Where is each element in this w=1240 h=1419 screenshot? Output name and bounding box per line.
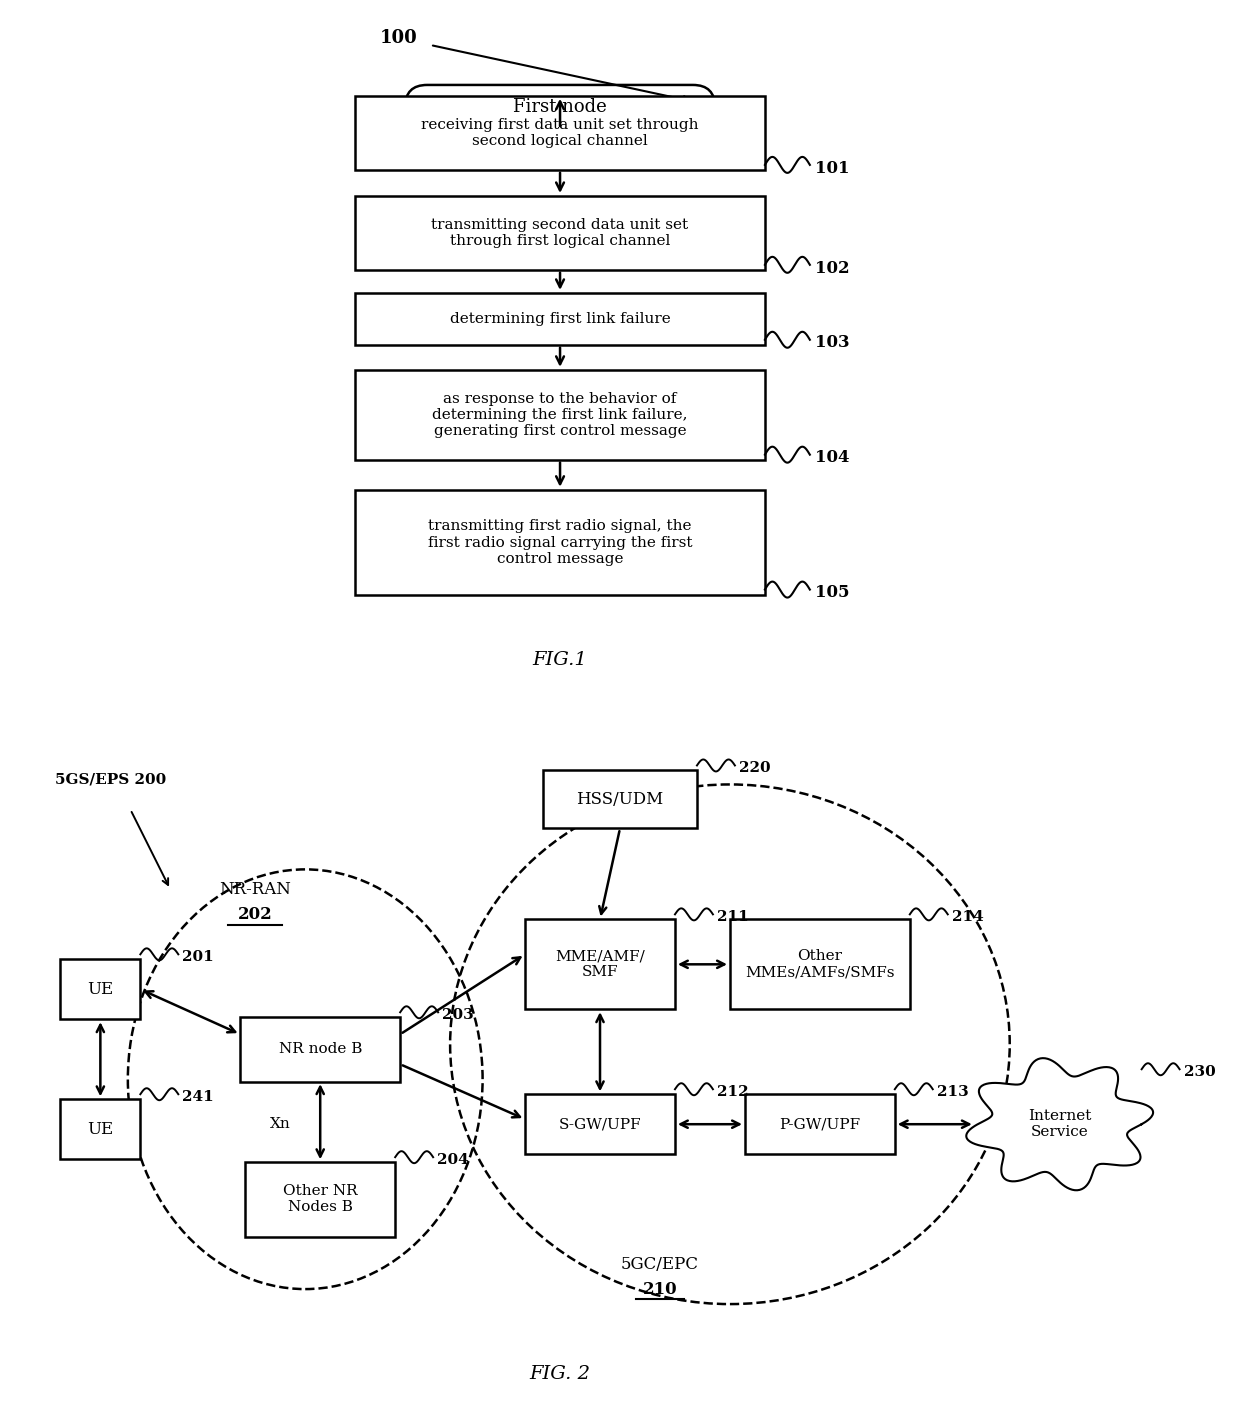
Text: MME/AMF/
SMF: MME/AMF/ SMF (556, 949, 645, 979)
Text: 241: 241 (182, 1090, 215, 1104)
Bar (745, 1094, 895, 1154)
Text: P-GW/UPF: P-GW/UPF (779, 1117, 861, 1131)
Text: 202: 202 (238, 905, 273, 922)
Text: 210: 210 (642, 1280, 677, 1297)
Bar (355, 196, 765, 270)
FancyBboxPatch shape (405, 85, 715, 129)
Bar (525, 920, 675, 1009)
Text: receiving first data unit set through
second logical channel: receiving first data unit set through se… (422, 118, 699, 148)
Bar (355, 490, 765, 595)
Text: 213: 213 (936, 1086, 968, 1100)
Text: NR-RAN: NR-RAN (219, 881, 291, 898)
Bar (355, 370, 765, 460)
Text: as response to the behavior of
determining the first link failure,
generating fi: as response to the behavior of determini… (433, 392, 688, 438)
Text: determining first link failure: determining first link failure (450, 312, 671, 326)
Text: First node: First node (513, 98, 606, 116)
Text: 5GS/EPS 200: 5GS/EPS 200 (56, 772, 166, 786)
Text: 105: 105 (815, 585, 849, 602)
Bar (241, 1017, 401, 1081)
Text: transmitting first radio signal, the
first radio signal carrying the first
contr: transmitting first radio signal, the fir… (428, 519, 692, 566)
Text: 5GC/EPC: 5GC/EPC (621, 1256, 699, 1273)
Text: 212: 212 (717, 1086, 749, 1100)
Bar (246, 1162, 396, 1236)
Bar (355, 96, 765, 170)
Text: HSS/UDM: HSS/UDM (577, 790, 663, 807)
Text: FIG.1: FIG.1 (533, 650, 588, 668)
Bar (543, 771, 697, 829)
Text: Other
MMEs/AMFs/SMFs: Other MMEs/AMFs/SMFs (745, 949, 894, 979)
Text: Internet
Service: Internet Service (1028, 1110, 1091, 1139)
Bar (61, 1100, 140, 1159)
Text: 102: 102 (815, 260, 849, 277)
Text: 203: 203 (443, 1009, 474, 1022)
Bar (525, 1094, 675, 1154)
Text: 214: 214 (952, 911, 983, 924)
Text: 220: 220 (739, 762, 770, 775)
Text: NR node B: NR node B (279, 1043, 362, 1056)
Text: 211: 211 (717, 911, 749, 924)
Text: Xn: Xn (269, 1117, 290, 1131)
Text: transmitting second data unit set
through first logical channel: transmitting second data unit set throug… (432, 217, 688, 248)
Polygon shape (966, 1059, 1153, 1191)
Bar (355, 292, 765, 345)
Text: 204: 204 (438, 1154, 469, 1168)
Text: S-GW/UPF: S-GW/UPF (559, 1117, 641, 1131)
Text: 100: 100 (381, 28, 418, 47)
Text: 101: 101 (815, 159, 849, 176)
Text: 104: 104 (815, 450, 849, 467)
Text: 103: 103 (815, 335, 849, 352)
Bar (61, 959, 140, 1019)
Text: UE: UE (87, 981, 114, 998)
Text: 230: 230 (1184, 1066, 1215, 1080)
Text: Other NR
Nodes B: Other NR Nodes B (283, 1183, 357, 1215)
Text: FIG. 2: FIG. 2 (529, 1365, 590, 1384)
Text: UE: UE (87, 1121, 114, 1138)
Text: 201: 201 (182, 951, 215, 965)
Bar (730, 920, 910, 1009)
